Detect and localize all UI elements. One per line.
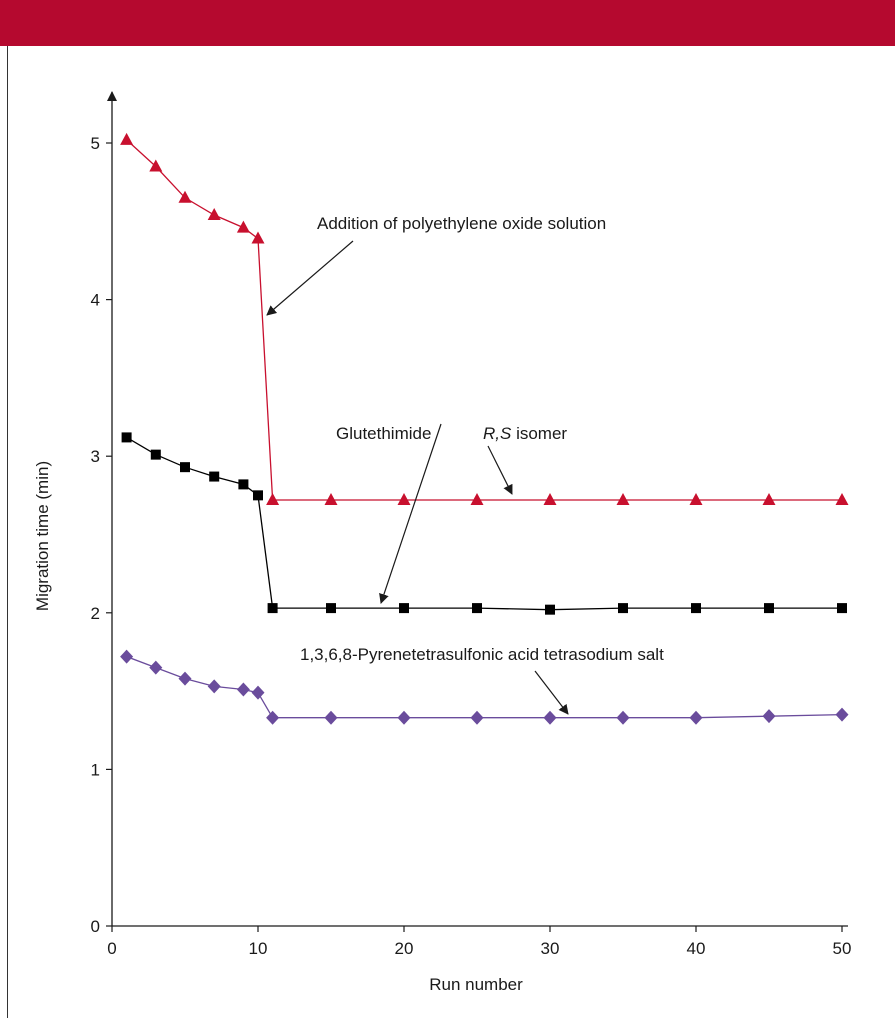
data-point xyxy=(543,493,557,506)
annotation-pyrene: 1,3,6,8-Pyrenetetrasulfonic acid tetraso… xyxy=(300,645,664,664)
data-point xyxy=(837,603,847,614)
annotation-arrow-rs xyxy=(487,445,513,495)
data-point xyxy=(150,449,161,460)
top-banner xyxy=(0,0,895,46)
annotation-arrow-pyrene xyxy=(534,670,569,715)
data-point xyxy=(324,493,338,506)
data-point xyxy=(616,710,630,725)
x-tick-label: 50 xyxy=(833,939,852,958)
data-point xyxy=(472,603,482,614)
data-point xyxy=(618,603,628,614)
y-axis-title: Migration time (min) xyxy=(33,461,52,611)
x-tick-label: 10 xyxy=(249,939,268,958)
data-point xyxy=(470,493,484,506)
series-line xyxy=(126,139,842,501)
data-point xyxy=(178,671,192,686)
data-point xyxy=(543,710,557,725)
data-point xyxy=(689,710,703,725)
rs-suffix: isomer xyxy=(511,424,567,443)
y-tick-label: 1 xyxy=(91,760,100,779)
data-point xyxy=(178,190,192,203)
data-point xyxy=(236,220,250,233)
data-point xyxy=(120,132,134,145)
data-point xyxy=(251,685,265,700)
series-layer xyxy=(120,132,849,725)
y-tick-label: 2 xyxy=(91,604,100,623)
data-point xyxy=(689,493,703,506)
data-point xyxy=(470,710,484,725)
annotation-glutethimide: Glutethimide xyxy=(336,424,431,443)
data-point xyxy=(267,603,278,614)
data-point xyxy=(397,493,411,506)
data-point xyxy=(835,493,849,506)
data-point xyxy=(121,432,132,443)
rs-italic: R,S xyxy=(483,424,512,443)
data-point xyxy=(399,603,409,614)
data-point xyxy=(326,603,336,614)
frame-left-rule xyxy=(7,46,8,1018)
x-tick-label: 0 xyxy=(107,939,116,958)
y-tick-label: 4 xyxy=(91,291,100,310)
y-tick-label: 5 xyxy=(91,134,100,153)
x-axis-title: Run number xyxy=(429,975,523,994)
annotations: Addition of polyethylene oxide solution G… xyxy=(266,214,664,715)
annotation-arrow-glutethimide xyxy=(379,423,442,604)
data-point xyxy=(149,159,163,172)
data-point xyxy=(762,709,776,724)
data-point xyxy=(266,493,280,506)
series-line xyxy=(126,436,842,611)
data-point xyxy=(397,710,411,725)
data-point xyxy=(835,707,849,722)
data-point xyxy=(253,490,263,501)
data-point xyxy=(266,710,280,725)
series-line xyxy=(126,655,843,719)
data-point xyxy=(616,493,630,506)
series-2 xyxy=(121,432,847,615)
data-point xyxy=(324,710,338,725)
data-point xyxy=(764,603,774,614)
data-point xyxy=(236,682,250,697)
x-tick-label: 30 xyxy=(541,939,560,958)
data-point xyxy=(180,462,190,473)
data-point xyxy=(149,660,163,675)
data-point xyxy=(207,208,221,221)
annotation-polyethylene-oxide: Addition of polyethylene oxide solution xyxy=(317,214,606,233)
y-tick-label: 0 xyxy=(91,917,100,936)
data-point xyxy=(238,479,249,490)
data-point xyxy=(207,679,221,694)
data-point xyxy=(251,231,265,244)
data-point xyxy=(545,604,555,615)
series-3 xyxy=(120,649,849,725)
annotation-rs-isomer: R,S isomer xyxy=(483,424,567,443)
data-point xyxy=(120,649,134,664)
y-tick-label: 3 xyxy=(91,447,100,466)
data-point xyxy=(209,471,220,482)
series-1 xyxy=(120,132,849,506)
x-tick-label: 20 xyxy=(395,939,414,958)
x-tick-label: 40 xyxy=(687,939,706,958)
data-point xyxy=(762,493,776,506)
annotation-arrow-peo xyxy=(266,240,354,316)
data-point xyxy=(691,603,701,614)
